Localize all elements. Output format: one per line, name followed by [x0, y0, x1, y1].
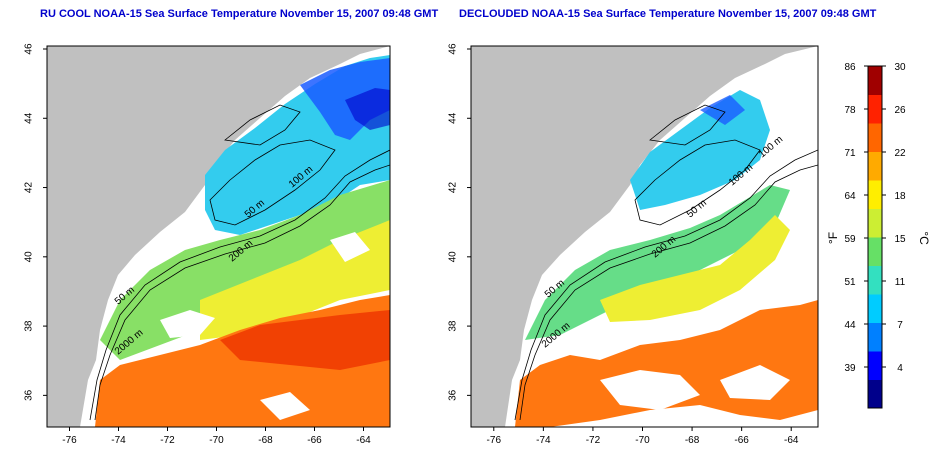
cool-water-region [630, 90, 770, 210]
x-tick-label: -70 [209, 435, 224, 446]
x-tick-label: -64 [784, 435, 799, 446]
colorbar: 86 78 71 64 59 51 44 39 30 26 22 18 15 11 7 4 °F °C [826, 62, 931, 409]
colorbar-segment [868, 66, 882, 95]
colorbar-label-f: 64 [844, 191, 856, 202]
colorbar-segment [868, 351, 882, 380]
colorbar-label-c: 11 [895, 277, 906, 288]
x-tick-label: -76 [62, 435, 77, 446]
y-tick-label: 44 [24, 112, 35, 124]
x-tick-label: -74 [111, 435, 126, 446]
x-tick-label: -70 [635, 435, 650, 446]
right-panel-title: DECLOUDED NOAA-15 Sea Surface Temperatur… [459, 8, 877, 20]
y-tick-label: 42 [448, 182, 459, 194]
x-tick-label: -72 [586, 435, 601, 446]
right-sst-map [470, 45, 819, 428]
colorbar-label-f: 78 [844, 105, 856, 116]
x-tick-label: -74 [536, 435, 551, 446]
colorbar-segment [868, 265, 882, 295]
colorbar-label-c: 26 [894, 105, 906, 116]
left-panel-title: RU COOL NOAA-15 Sea Surface Temperature … [40, 8, 439, 20]
colorbar-unit-f: °F [826, 232, 840, 244]
colorbar-segment [868, 379, 882, 409]
colorbar-label-c: 30 [894, 62, 906, 73]
colorbar-segment [868, 237, 882, 266]
x-tick-label: -66 [307, 435, 322, 446]
colorbar-segment [868, 94, 882, 124]
colorbar-label-f: 44 [844, 320, 856, 331]
colorbar-label-c: 18 [894, 191, 906, 202]
x-tick-label: -68 [258, 435, 273, 446]
colorbar-segment [868, 294, 882, 323]
colorbar-label-c: 4 [897, 363, 903, 374]
colorbar-label-c: 22 [894, 148, 906, 159]
y-tick-label: 42 [24, 182, 35, 194]
y-tick-label: 38 [24, 320, 35, 332]
y-tick-label: 40 [448, 251, 459, 263]
y-tick-label: 40 [24, 251, 35, 263]
colorbar-label-c: 7 [897, 320, 903, 331]
colorbar-segment [868, 123, 882, 152]
y-tick-label: 36 [24, 389, 35, 401]
axes: -76 -74 -72 -70 -68 -66 -64 36 38 40 42 44 46 -76 -74 -… [24, 43, 799, 446]
x-tick-label: -66 [734, 435, 749, 446]
colorbar-segment [868, 322, 882, 352]
colorbar-segment [868, 208, 882, 238]
slope-water [100, 180, 390, 360]
colorbar-label-f: 71 [844, 148, 856, 159]
x-tick-label: -76 [487, 435, 502, 446]
left-sst-map [46, 45, 391, 428]
y-tick-label: 36 [448, 389, 459, 401]
colorbar-segment [868, 180, 882, 209]
y-tick-label: 46 [448, 43, 459, 55]
colorbar-segment [868, 151, 882, 181]
colorbar-label-f: 86 [844, 62, 856, 73]
isobath-contours [89, 104, 390, 421]
x-tick-label: -68 [685, 435, 700, 446]
y-tick-label: 44 [448, 112, 459, 124]
slope-water [525, 185, 790, 340]
y-tick-label: 38 [448, 320, 459, 332]
x-tick-label: -64 [356, 435, 371, 446]
colorbar-label-f: 59 [844, 234, 856, 245]
colorbar-unit-c: °C [917, 231, 931, 245]
x-tick-label: -72 [160, 435, 175, 446]
colorbar-label-c: 15 [894, 234, 906, 245]
colorbar-label-f: 39 [844, 363, 856, 374]
colorbar-label-f: 51 [844, 277, 856, 288]
y-tick-label: 46 [24, 43, 35, 55]
isobath-contours [514, 104, 818, 421]
